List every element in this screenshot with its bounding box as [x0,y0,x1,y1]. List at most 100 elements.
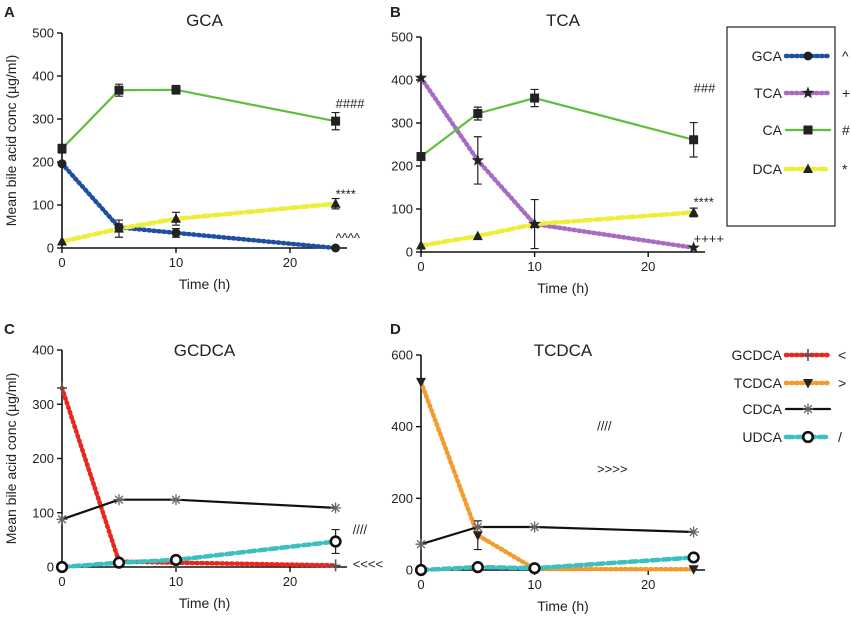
panel-title: GCDCA [174,341,236,360]
data-point-ca [331,116,341,126]
legend-marker-gcdca [803,349,813,361]
panel-letter: A [4,4,15,21]
data-point-ca [114,85,124,95]
series-line-dca [418,210,696,248]
data-point-cdca [472,521,484,533]
data-point-dca [171,213,181,223]
data-point-cdca [330,502,342,514]
y-tick-label: 300 [32,112,54,127]
data-point-cdca [170,494,182,506]
legend-marker-tcdca [803,379,813,389]
legend-symbol: # [842,122,850,138]
y-tick-label: 0 [406,245,413,260]
y-axis-label: Mean bile acid conc (µg/ml) [3,373,19,544]
data-point-tcdca [416,377,426,388]
y-tick-label: 200 [32,451,54,466]
panel-letter: D [390,321,401,338]
legend-label: DCA [752,161,782,177]
data-point-tcdca [472,531,483,541]
y-tick-label: 400 [391,419,413,434]
data-point-dca [330,198,341,208]
data-point-udca [528,562,541,575]
chart-panel-b: B TCA 0 100 200 300 400 500 0 10 20 Time (h) ### ****… [390,4,724,296]
x-axis-label: Time (h) [179,276,231,292]
series-line-gca [59,161,338,251]
data-point-udca [169,553,183,567]
legend-marker-ca [803,125,813,135]
panel-letter: C [4,321,15,338]
data-point-cdca [415,538,427,550]
data-point-tca [414,71,428,84]
significance-label: ^^^^ [336,231,361,246]
y-tick-label: 600 [391,348,413,363]
legend-symbol: * [842,161,848,177]
series-line-dca [59,201,338,244]
x-tick-label: 10 [169,574,183,589]
x-axis-label: Time (h) [537,280,589,296]
y-tick-label: 100 [391,202,413,217]
panel-title: TCA [546,11,581,30]
legend-label: TCA [754,85,783,101]
data-point-gca [331,243,341,253]
legend-symbol: ^ [842,48,849,64]
legend-symbol: + [842,85,850,101]
x-tick-label: 20 [641,259,655,274]
y-tick-label: 200 [32,155,54,170]
data-point-udca [414,563,428,577]
panel-title: GCA [186,11,224,30]
data-point-udca [329,535,342,548]
y-tick-label: 200 [391,159,413,174]
data-point-gcdca [330,559,341,572]
legend-frame [726,26,836,227]
x-tick-label: 0 [58,574,65,589]
x-tick-label: 0 [417,577,424,592]
series-line-ca [419,96,695,158]
x-tick-label: 20 [283,255,297,270]
x-axis-label: Time (h) [179,595,231,611]
y-tick-label: 400 [32,69,54,84]
data-point-gca [57,159,67,169]
y-tick-label: 0 [406,563,413,578]
series-line-cdca [419,525,695,546]
x-tick-label: 10 [527,577,541,592]
x-tick-label: 0 [417,259,424,274]
legend-label: GCA [752,48,783,64]
significance-label: **** [694,195,714,210]
legend-marker-cdca [802,403,814,415]
significance-label: <<<< [353,556,383,571]
y-tick-label: 400 [391,73,413,88]
data-point-dca [472,230,483,241]
data-point-dca [57,236,67,246]
y-tick-label: 400 [32,343,54,358]
x-tick-label: 0 [58,255,65,270]
legend-label: GCDCA [731,347,782,363]
y-tick-label: 100 [32,198,54,213]
data-point-udca [112,556,126,569]
data-point-dca [416,240,426,250]
y-tick-label: 0 [47,241,54,256]
y-tick-label: 300 [391,116,413,131]
y-tick-label: 500 [391,30,413,45]
data-point-dca [114,223,124,233]
y-axis-label: Mean bile acid conc (µg/ml) [3,55,19,226]
series-line-tcdca [418,379,696,572]
data-point-ca [530,93,540,103]
legend-marker-tca [801,86,815,99]
data-point-ca [171,85,181,95]
legend-marker-dca [803,163,813,173]
panel-letter: B [390,4,401,21]
data-point-cdca [688,526,700,538]
significance-label: //// [597,419,612,434]
y-tick-label: 500 [32,26,54,41]
chart-panel-a: A GCA 0 100 200 300 400 500 0 10 20 Time (h) Mean bi… [3,4,365,292]
data-point-ca [689,135,699,145]
legend-symbol: / [838,429,842,445]
significance-label: >>>> [597,462,627,477]
legend-marker-gca [803,51,813,61]
data-point-gcdca [57,381,67,394]
y-tick-label: 300 [32,397,54,412]
x-tick-label: 10 [527,259,541,274]
data-point-ca [416,152,426,162]
x-tick-label: 20 [641,577,655,592]
